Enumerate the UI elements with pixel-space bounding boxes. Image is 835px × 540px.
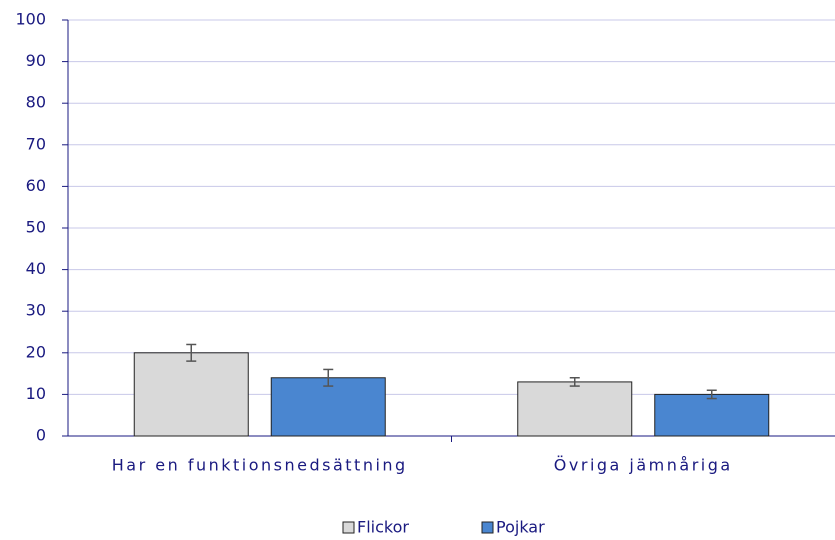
y-tick-label: 0 (36, 426, 46, 445)
error-bar (706, 389, 717, 400)
y-tick-label: 40 (26, 259, 46, 278)
y-tick-label: 80 (26, 93, 46, 112)
x-tick-label: Har en funktionsnedsättning (112, 456, 408, 475)
y-tick-label: 60 (26, 176, 46, 195)
y-tick-label: 90 (26, 51, 46, 70)
y-tick-label: 20 (26, 342, 46, 361)
error-bar (186, 343, 197, 362)
y-tick-label: 10 (26, 384, 46, 403)
bar (133, 352, 249, 437)
legend-swatch (342, 521, 355, 534)
y-tick-label: 70 (26, 134, 46, 153)
bar (517, 381, 633, 437)
legend-swatch (481, 521, 494, 534)
bar (654, 393, 770, 437)
x-tick-label: Övriga jämnåriga (554, 456, 733, 475)
error-bar (323, 368, 334, 387)
error-bar (569, 377, 580, 387)
y-tick-label: 30 (26, 301, 46, 320)
y-tick-label: 50 (26, 218, 46, 237)
legend-label: Pojkar (496, 518, 545, 537)
y-tick-label: 100 (15, 10, 46, 29)
bar (270, 377, 386, 437)
legend-label: Flickor (357, 518, 409, 537)
